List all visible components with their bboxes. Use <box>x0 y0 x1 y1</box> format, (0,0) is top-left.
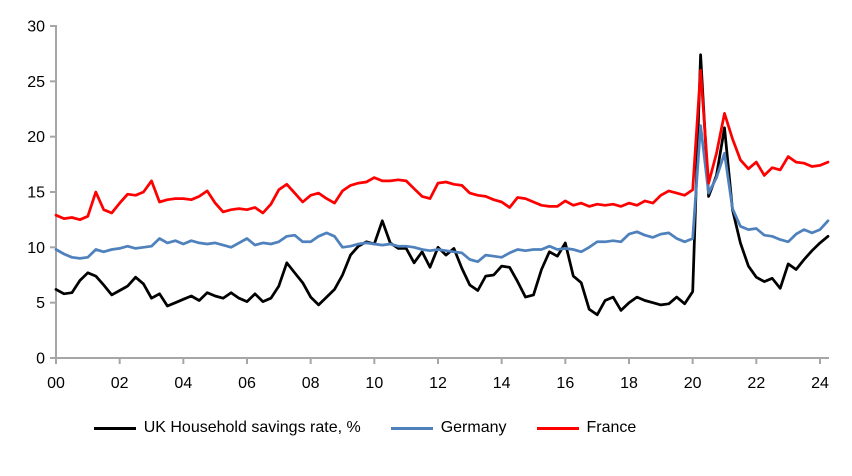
france-line-swatch <box>536 426 579 430</box>
chart-legend: UK Household savings rate, % Germany Fra… <box>0 419 852 437</box>
y-axis-tick-label: 5 <box>36 295 45 312</box>
legend-item-uk: UK Household savings rate, % <box>93 419 361 437</box>
germany-legend-label: Germany <box>440 419 507 436</box>
uk-legend-label: UK Household savings rate, % <box>143 419 361 436</box>
y-axis-tick-label: 15 <box>27 185 45 202</box>
france-legend-label: France <box>586 419 637 436</box>
x-axis-tick-label: 10 <box>365 375 383 392</box>
x-axis-tick-label: 06 <box>238 375 256 392</box>
y-axis-tick-label: 0 <box>36 351 45 368</box>
germany-line-swatch <box>390 426 433 430</box>
y-axis-tick-label: 30 <box>27 19 45 36</box>
x-axis-tick-label: 20 <box>684 375 702 392</box>
x-axis-tick-label: 04 <box>174 375 192 392</box>
x-axis-tick-label: 00 <box>47 375 65 392</box>
y-axis-tick-label: 25 <box>27 74 45 91</box>
france-line <box>54 68 830 222</box>
y-axis-tick-label: 10 <box>27 240 45 257</box>
x-axis-tick-label: 24 <box>811 375 829 392</box>
x-axis-tick-label: 08 <box>302 375 320 392</box>
x-axis-tick-label: 02 <box>111 375 129 392</box>
germany-line <box>54 124 830 264</box>
uk-line-swatch <box>93 426 136 430</box>
x-axis-tick-label: 12 <box>429 375 447 392</box>
legend-item-germany: Germany <box>390 419 507 437</box>
x-axis-tick-label: 16 <box>556 375 574 392</box>
x-axis-tick-label: 14 <box>493 375 511 392</box>
legend-item-france: France <box>536 419 637 437</box>
y-axis-tick-label: 20 <box>27 129 45 146</box>
x-axis-tick-label: 22 <box>747 375 765 392</box>
plot-area: 0 5 10 15 20 25 30 00 02 04 06 08 10 12 14 16 18 20 22 24 <box>27 19 830 392</box>
x-axis-tick-label: 18 <box>620 375 638 392</box>
